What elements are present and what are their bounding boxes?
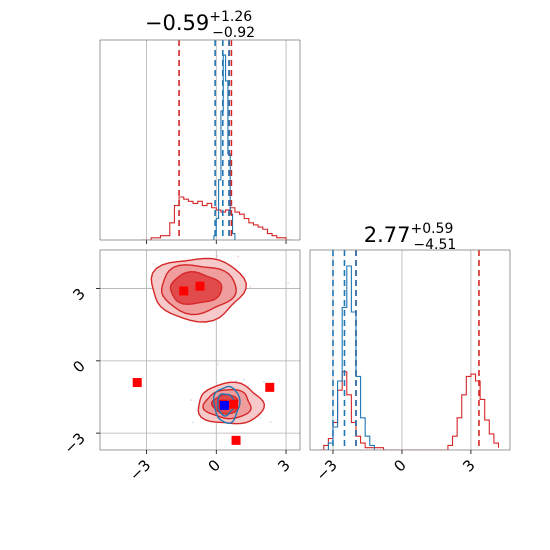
- red-marker-1: [195, 281, 205, 291]
- marginal-2-title-value: 2.77: [364, 223, 411, 247]
- contour-level-6: [212, 385, 241, 425]
- marginal-1-title: −0.59+1.26 −0.92: [145, 9, 255, 41]
- sample-point: [237, 255, 240, 258]
- x-tick-label-2: 3: [459, 456, 478, 475]
- sample-point: [235, 380, 238, 382]
- sample-point: [242, 378, 245, 381]
- marginal-1-title-value: −0.59: [145, 11, 209, 35]
- marginal-1-frame: [99, 39, 301, 241]
- red-marker-6: [231, 435, 241, 445]
- sample-point: [247, 385, 250, 387]
- sample-point: [190, 399, 193, 402]
- sample-point: [287, 282, 290, 284]
- marginal-1-grid: [146, 40, 287, 244]
- sample-point: [191, 421, 194, 424]
- histogram-red-0: [319, 371, 500, 450]
- marginal-panel-2: −3 0 3 2.77+0.59 −4.51: [309, 221, 511, 484]
- red-marker-5: [265, 382, 275, 392]
- marginal-2-background: [310, 250, 510, 450]
- marginal-1-background: [100, 40, 300, 240]
- marginal-2-x-ticks: −3 0 3: [312, 450, 479, 484]
- marginal-2-title: 2.77+0.59 −4.51: [364, 221, 457, 253]
- y-tick-label-1: 0: [69, 357, 88, 376]
- sample-point: [149, 246, 151, 248]
- x-tick-label-0: −3: [126, 456, 154, 484]
- sample-point: [217, 363, 220, 366]
- marginal-panel-1: −0.59+1.26 −0.92: [99, 9, 301, 244]
- sample-point: [262, 381, 265, 383]
- joint-x-ticks: −3 0 3: [126, 450, 294, 484]
- sample-point: [216, 255, 219, 257]
- joint-panel: −3 0 3 −3 0 3: [60, 246, 301, 484]
- x-tick-label-2: 3: [274, 456, 293, 475]
- blue-marker-0: [219, 400, 229, 410]
- y-tick-label-2: 3: [69, 285, 88, 304]
- x-tick-label-1: 0: [390, 456, 409, 475]
- joint-y-ticks: −3 0 3: [60, 285, 100, 458]
- marginal-1-title-lower: −0.92: [212, 25, 255, 41]
- joint-frame: [99, 249, 301, 451]
- sample-point: [270, 421, 272, 424]
- y-tick-label-0: −3: [60, 429, 88, 457]
- sample-point: [259, 417, 262, 419]
- marginal-2-title-upper: +0.59: [410, 221, 453, 237]
- red-marker-0: [179, 286, 189, 296]
- x-tick-label-1: 0: [205, 456, 224, 475]
- red-marker-2: [132, 378, 142, 388]
- sample-point: [249, 285, 252, 288]
- contour-level-7: [217, 393, 235, 417]
- marginal-2-title-lower: −4.51: [413, 237, 456, 253]
- red-marker-4: [229, 399, 239, 409]
- marginal-2-quantile-lines: [332, 250, 480, 450]
- joint-markers: [132, 281, 275, 445]
- marginal-2-frame: [309, 249, 511, 451]
- sample-point: [152, 262, 155, 265]
- marginal-1-quantile-lines: [178, 40, 233, 240]
- marginal-1-title-upper: +1.26: [209, 9, 252, 25]
- x-tick-label-0: −3: [312, 456, 340, 484]
